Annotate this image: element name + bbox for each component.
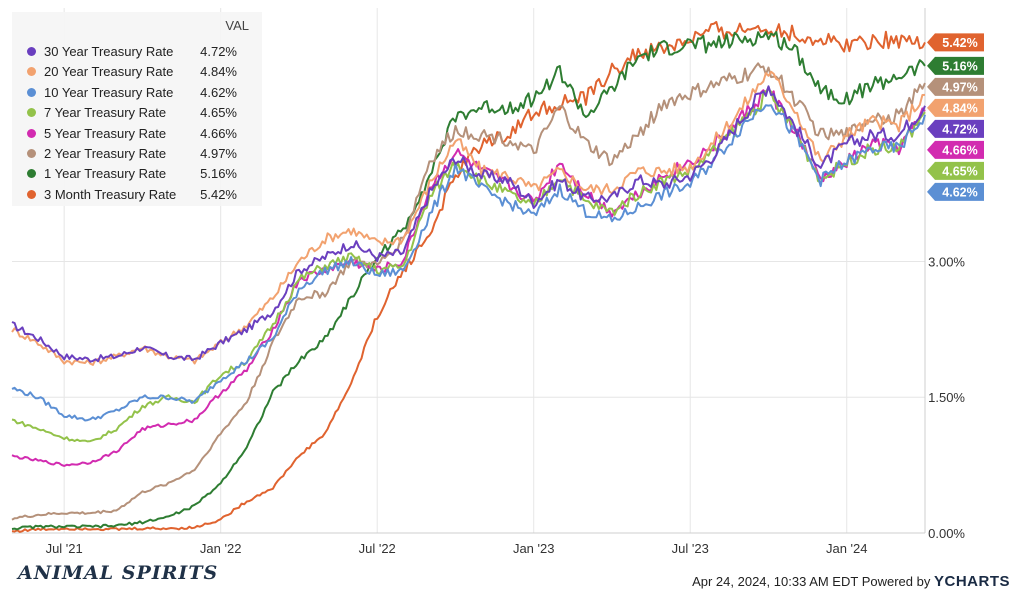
- series-line: [11, 104, 926, 422]
- legend-swatch-icon: [27, 87, 36, 97]
- series-line: [11, 86, 926, 467]
- series-line: [11, 62, 926, 521]
- legend-swatch-icon: [27, 67, 36, 77]
- end-value-tag: [927, 56, 984, 75]
- legend-item[interactable]: 7 Year Treasury Rate 4.65%: [12, 103, 262, 123]
- legend-item[interactable]: 3 Month Treasury Rate 5.42%: [12, 185, 262, 205]
- x-tick-label: Jul '22: [359, 541, 396, 556]
- legend-swatch-icon: [27, 149, 36, 158]
- end-value-tag: [927, 33, 984, 52]
- footer-attribution: Apr 24, 2024, 10:33 AM EDT Powered by YC…: [692, 573, 1010, 590]
- legend-item-name: 30 Year Treasury Rate: [44, 44, 174, 59]
- legend-item[interactable]: 30 Year Treasury Rate 4.72%: [12, 42, 262, 62]
- series-line: [11, 31, 926, 531]
- end-value-label: 4.66%: [942, 143, 977, 157]
- end-value-tag: [927, 98, 984, 117]
- legend-item-name: 3 Month Treasury Rate: [44, 186, 177, 202]
- chart-timestamp: Apr 24, 2024, 10:33 AM EDT: [692, 574, 859, 589]
- end-value-label: 4.72%: [942, 122, 977, 136]
- legend-item-name: 10 Year Treasury Rate: [44, 84, 174, 100]
- legend-item[interactable]: 20 Year Treasury Rate 4.84%: [12, 62, 262, 82]
- x-tick-label: Jan '23: [513, 541, 555, 556]
- end-value-label: 4.65%: [942, 164, 977, 178]
- legend-item-name: 7 Year Treasury Rate: [44, 105, 167, 121]
- legend-item-value: 4.97%: [200, 146, 237, 161]
- legend-item-value: 4.62%: [200, 84, 237, 100]
- end-value-tag: [927, 119, 984, 138]
- legend-item-name: 5 Year Treasury Rate: [44, 125, 167, 141]
- legend-item-name: 2 Year Treasury Rate: [44, 146, 167, 161]
- end-value-tag: [927, 161, 984, 180]
- legend-swatch-icon: [27, 189, 36, 199]
- y-tick-label: 1.50%: [928, 390, 965, 405]
- legend-item-value: 5.16%: [200, 166, 237, 182]
- powered-by-text: Powered by: [861, 574, 931, 589]
- x-tick-label: Jul '23: [672, 541, 709, 556]
- legend-swatch-icon: [27, 169, 36, 179]
- legend: VAL 30 Year Treasury Rate 4.72% 20 Year Tr…: [12, 12, 262, 206]
- legend-item-value: 4.66%: [200, 125, 237, 141]
- end-value-tag: [927, 182, 984, 201]
- ycharts-logo[interactable]: YCHARTS: [933, 573, 1010, 590]
- legend-item[interactable]: 10 Year Treasury Rate 4.62%: [12, 83, 262, 103]
- legend-swatch-icon: [27, 128, 36, 138]
- end-value-label: 4.84%: [942, 101, 977, 115]
- legend-item[interactable]: 1 Year Treasury Rate 5.16%: [12, 164, 262, 184]
- legend-item-value: 4.72%: [200, 44, 237, 59]
- legend-item-value: 5.42%: [200, 186, 237, 202]
- series-line: [11, 85, 926, 363]
- y-tick-label: 0.00%: [928, 526, 965, 541]
- legend-item[interactable]: 5 Year Treasury Rate 4.66%: [12, 124, 262, 144]
- legend-item-value: 4.65%: [200, 105, 237, 121]
- end-value-label: 4.97%: [942, 80, 977, 94]
- legend-item-name: 1 Year Treasury Rate: [44, 166, 167, 182]
- animal-spirits-logo: ANIMAL SPIRITS: [18, 562, 219, 584]
- legend-item-value: 4.84%: [200, 64, 237, 80]
- legend-item[interactable]: 2 Year Treasury Rate 4.97%: [12, 144, 262, 164]
- x-tick-label: Jan '24: [826, 541, 868, 556]
- end-value-label: 4.62%: [942, 185, 977, 199]
- end-value-tag: [927, 140, 984, 159]
- y-tick-label: 3.00%: [928, 254, 965, 269]
- end-value-label: 5.16%: [942, 59, 977, 73]
- legend-swatch-icon: [27, 47, 36, 56]
- end-value-label: 5.42%: [942, 36, 977, 50]
- end-value-tag: [927, 77, 984, 96]
- x-tick-label: Jan '22: [200, 541, 242, 556]
- legend-swatch-icon: [27, 108, 36, 118]
- x-tick-label: Jul '21: [46, 541, 83, 556]
- legend-item-name: 20 Year Treasury Rate: [44, 64, 174, 80]
- legend-value-header: VAL: [225, 18, 249, 33]
